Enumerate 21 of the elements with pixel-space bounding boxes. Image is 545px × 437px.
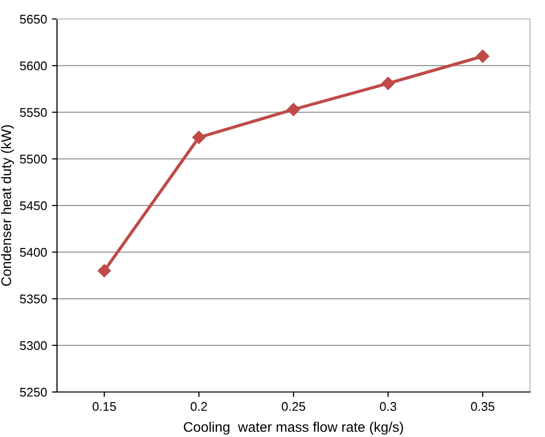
y-tick-label: 5450 xyxy=(20,201,47,210)
x-tick-label: 0.35 xyxy=(471,402,494,411)
x-tick-label: 0.15 xyxy=(92,402,116,411)
point xyxy=(286,102,300,116)
y-tick-label: 5300 xyxy=(20,341,47,350)
y-tick-label: 5400 xyxy=(20,248,47,257)
point xyxy=(476,50,490,63)
y-tick-label: 5550 xyxy=(20,108,47,117)
y-tick-label: 5600 xyxy=(20,61,47,70)
point xyxy=(382,76,395,90)
x-tick-label: 0.3 xyxy=(380,402,396,411)
x-axis-title: Cooling water mass flow rate (kg/s) xyxy=(184,422,404,435)
y-tick-label: 5650 xyxy=(20,14,47,24)
y-tick-label: 5500 xyxy=(20,154,47,164)
point xyxy=(192,130,206,144)
y-tick-label: 5250 xyxy=(20,388,47,397)
x-tick-label: 0.2 xyxy=(190,402,207,411)
x-tick-label: 0.25 xyxy=(282,402,306,411)
y-tick-label: 5350 xyxy=(20,294,47,304)
y-axis-title: Condenser heat duty (kW) xyxy=(0,125,14,286)
point xyxy=(98,264,111,278)
